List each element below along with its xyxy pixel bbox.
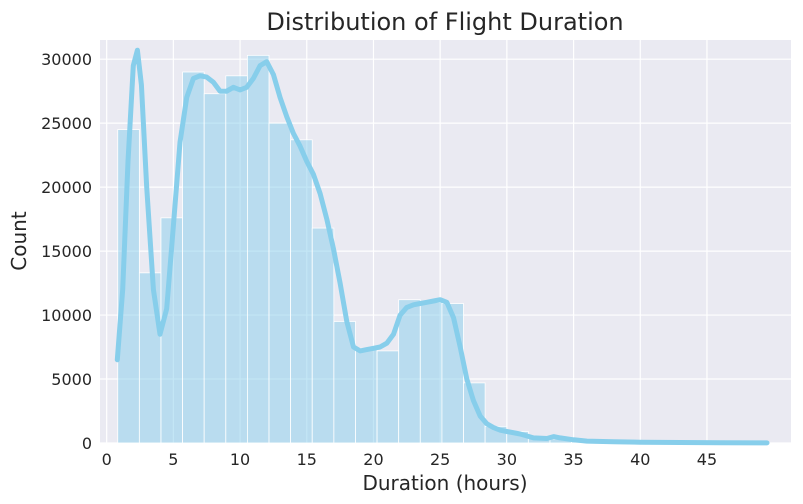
histogram-bar-3 xyxy=(182,71,205,444)
x-tick-label-1: 5 xyxy=(168,450,178,469)
y-tick-label-2: 10000 xyxy=(41,306,92,325)
x-tick-label-3: 15 xyxy=(297,450,317,469)
x-tick-label-8: 40 xyxy=(630,450,650,469)
x-axis-label: Duration (hours) xyxy=(362,471,527,495)
histogram-bar-4 xyxy=(203,93,227,444)
chart-title: Distribution of Flight Duration xyxy=(266,8,623,36)
histogram-bar-6 xyxy=(247,54,270,444)
histogram-bar-13 xyxy=(398,299,421,444)
y-tick-label-0: 0 xyxy=(82,434,92,453)
histogram-bars xyxy=(117,54,767,444)
histogram-bar-1 xyxy=(138,272,162,444)
y-tick-label-5: 25000 xyxy=(41,114,92,133)
histogram-bar-5 xyxy=(225,75,248,444)
x-tick-labels: 0 5 10 15 20 25 30 35 40 45 xyxy=(102,450,718,469)
y-tick-labels: 0 5000 10000 15000 20000 25000 30000 xyxy=(41,50,92,453)
y-tick-label-3: 15000 xyxy=(41,242,92,261)
y-tick-label-4: 20000 xyxy=(41,178,92,197)
histogram-bar-9 xyxy=(311,227,335,444)
histogram-bar-14 xyxy=(419,301,443,444)
x-tick-label-9: 45 xyxy=(697,450,717,469)
x-tick-label-6: 30 xyxy=(497,450,517,469)
x-tick-label-7: 35 xyxy=(563,450,583,469)
histogram-bar-11 xyxy=(355,347,378,444)
kde-curve xyxy=(114,47,770,446)
y-axis-label: Count xyxy=(7,211,31,271)
histogram-bar-16 xyxy=(463,382,486,444)
x-tick-label-0: 0 xyxy=(102,450,112,469)
x-tick-label-4: 20 xyxy=(363,450,383,469)
histogram-bar-8 xyxy=(290,139,313,444)
x-tick-label-2: 10 xyxy=(230,450,250,469)
y-tick-label-1: 5000 xyxy=(51,370,92,389)
histogram-bar-7 xyxy=(268,122,292,444)
x-tick-label-5: 25 xyxy=(430,450,450,469)
y-tick-label-6: 30000 xyxy=(41,50,92,69)
histogram-bar-12 xyxy=(376,350,400,444)
